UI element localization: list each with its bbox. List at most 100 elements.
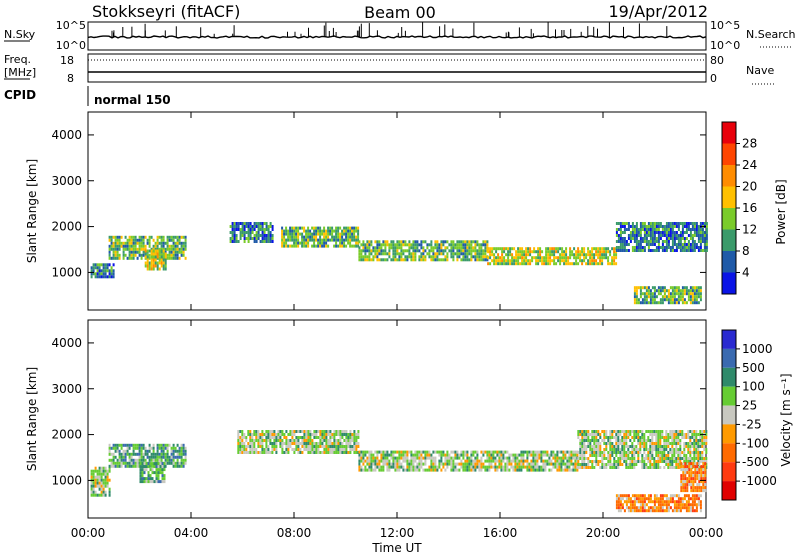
echo-cell [683, 503, 686, 507]
echo-cell [499, 247, 502, 251]
echo-cell [669, 500, 672, 504]
echo-cell [663, 234, 666, 237]
echo-cell [537, 259, 540, 263]
echo-cell [142, 241, 145, 245]
echo-cell [464, 255, 467, 259]
echo-cell [114, 461, 117, 465]
echo-cell [323, 226, 326, 230]
echo-cell [599, 454, 602, 457]
echo-cell [118, 461, 121, 465]
echo-cell [301, 439, 304, 442]
echo-cell [368, 240, 371, 244]
echo-cell [478, 258, 481, 262]
echo-cell [617, 442, 620, 445]
echo-cell [402, 258, 405, 262]
echo-cell [317, 445, 320, 448]
echo-cell [669, 292, 672, 296]
echo-cell [339, 445, 342, 448]
echo-cell [112, 235, 115, 239]
echo-cell [633, 286, 636, 290]
echo-cell [464, 450, 467, 454]
echo-cell [685, 222, 688, 225]
echo-cell [442, 450, 445, 454]
echo-cell [448, 453, 451, 457]
echo-cell [110, 452, 113, 456]
echo-cell [546, 462, 549, 466]
echo-cell [583, 466, 586, 469]
echo-cell [549, 247, 552, 251]
echo-cell [281, 235, 284, 239]
echo-cell [317, 430, 320, 433]
colorbar-segment [722, 424, 736, 444]
echo-cell [466, 465, 469, 469]
echo-cell [667, 301, 670, 305]
echo-cell [146, 253, 149, 257]
echo-cell [426, 252, 429, 256]
echo-cell [651, 240, 654, 243]
echo-cell [184, 247, 187, 251]
echo-cell [639, 246, 642, 249]
echo-cell [311, 244, 314, 248]
colorbar-segment [722, 208, 736, 230]
echo-cell [112, 461, 115, 465]
y-tick-label: 2000 [51, 220, 82, 234]
echo-cell [281, 451, 284, 454]
echo-cell [633, 225, 636, 228]
echo-cell [432, 258, 435, 262]
echo-cell [647, 225, 650, 228]
echo-cell [631, 249, 634, 252]
echo-cell [495, 259, 498, 263]
echo-cell [174, 455, 177, 459]
echo-cell [643, 457, 646, 460]
echo-cell [681, 249, 684, 252]
echo-cell [418, 255, 421, 259]
echo-cell [637, 243, 640, 246]
echo-cell [647, 497, 650, 501]
echo-cell [313, 226, 316, 230]
echo-cell [233, 222, 236, 225]
echo-cell [665, 442, 668, 445]
echo-cell [697, 500, 700, 504]
echo-cell [533, 247, 536, 251]
echo-cell [505, 253, 508, 257]
echo-cell [607, 262, 610, 266]
echo-cell [671, 494, 674, 498]
echo-cell [309, 235, 312, 239]
echo-cell [112, 241, 115, 245]
echo-cell [287, 439, 290, 442]
echo-cell [689, 289, 692, 293]
echo-cell [269, 436, 272, 439]
echo-cell [683, 231, 686, 234]
echo-cell [585, 262, 588, 266]
freq-strip-frame [87, 53, 707, 83]
echo-cell [501, 253, 504, 257]
echo-cell [491, 259, 494, 263]
echo-cell [462, 468, 465, 472]
echo-cell [486, 258, 489, 262]
echo-cell [128, 247, 131, 251]
echo-cell [645, 454, 648, 457]
echo-cell [333, 235, 336, 239]
echo-cell [653, 460, 656, 463]
echo-cell [627, 237, 630, 240]
echo-cell [661, 249, 664, 252]
echo-cell [641, 454, 644, 457]
echo-cell [118, 256, 121, 260]
echo-cell [639, 448, 642, 451]
echo-cell [497, 247, 500, 251]
echo-cell [704, 465, 707, 469]
echo-cell [523, 256, 526, 260]
echo-cell [138, 452, 141, 456]
echo-cell [635, 246, 638, 249]
echo-cell [349, 232, 352, 236]
echo-cell [702, 489, 705, 493]
echo-cell [649, 463, 652, 466]
echo-cell [500, 459, 503, 463]
echo-cell [673, 457, 676, 460]
echo-cell [694, 471, 697, 475]
echo-cell [307, 451, 310, 454]
echo-cell [701, 237, 704, 240]
echo-cell [669, 466, 672, 469]
echo-cell [271, 436, 274, 439]
echo-cell [625, 222, 628, 225]
